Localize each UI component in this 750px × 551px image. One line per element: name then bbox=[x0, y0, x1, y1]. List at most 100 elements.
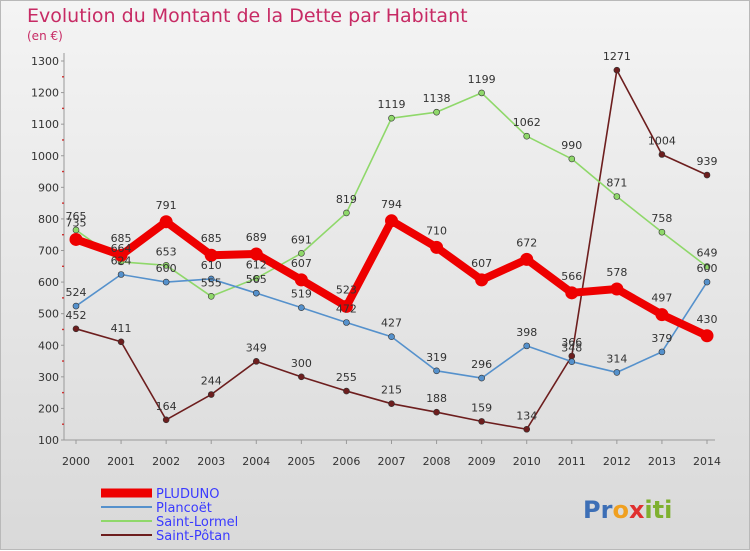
y-tick-label: 200 bbox=[38, 402, 59, 415]
data-point bbox=[343, 209, 350, 217]
legend-label: PLUDUNO bbox=[156, 487, 219, 502]
data-point bbox=[385, 214, 398, 228]
data-label: 379 bbox=[651, 332, 672, 345]
legend-label: Plancoët bbox=[156, 501, 212, 516]
data-labels: 452 411 164 244 349 300 255 215 188 159 134 366 1271… bbox=[66, 50, 718, 422]
x-tick-label: 2014 bbox=[693, 455, 721, 468]
chart-unit-label: (en €) bbox=[27, 29, 63, 43]
data-point bbox=[613, 66, 621, 74]
data-point bbox=[72, 302, 80, 310]
data-point bbox=[703, 278, 711, 286]
data-point bbox=[298, 304, 305, 311]
data-label: 244 bbox=[201, 375, 222, 388]
data-point bbox=[523, 425, 531, 433]
data-point bbox=[613, 193, 621, 200]
data-point bbox=[207, 391, 215, 398]
data-point bbox=[69, 232, 83, 246]
data-label: 664 bbox=[111, 242, 132, 255]
data-label: 366 bbox=[561, 336, 582, 349]
y-tick-label: 400 bbox=[38, 339, 59, 352]
data-label: 497 bbox=[651, 292, 672, 305]
data-point bbox=[339, 299, 353, 313]
y-tick-label: 300 bbox=[38, 371, 59, 384]
data-label: 524 bbox=[66, 286, 87, 299]
data-point bbox=[252, 274, 260, 282]
y-tick-label: 1300 bbox=[31, 55, 59, 68]
series-saint-pôtan bbox=[72, 66, 711, 433]
chart-title: Evolution du Montant de la Dette par Hab… bbox=[27, 5, 468, 27]
data-label: 134 bbox=[516, 409, 537, 422]
data-label: 672 bbox=[516, 236, 537, 249]
y-tick-label: 700 bbox=[38, 245, 59, 258]
data-label: 819 bbox=[336, 193, 357, 206]
axes: 100 200 300 400 500 600 700 800 900 1000 1100 1200 1… bbox=[31, 53, 721, 468]
data-label: 565 bbox=[246, 273, 267, 286]
data-label: 765 bbox=[66, 210, 87, 223]
data-label: 653 bbox=[156, 245, 177, 258]
x-tick-label: 2011 bbox=[558, 455, 586, 468]
series-saint-lormel bbox=[72, 89, 711, 300]
logo-letters: x bbox=[629, 496, 645, 524]
data-point bbox=[568, 155, 576, 163]
data-label: 314 bbox=[606, 352, 627, 365]
data-point bbox=[159, 215, 173, 229]
data-point bbox=[298, 250, 305, 257]
data-label: 1004 bbox=[648, 134, 676, 147]
y-tick-label: 1100 bbox=[31, 118, 59, 131]
data-point bbox=[117, 271, 125, 278]
data-point bbox=[117, 338, 125, 346]
legend-label: Saint-Lormel bbox=[156, 515, 238, 530]
data-point bbox=[703, 171, 711, 179]
data-point bbox=[388, 400, 395, 407]
x-tick-label: 2001 bbox=[107, 455, 135, 468]
data-label: 691 bbox=[291, 233, 312, 246]
data-label: 300 bbox=[291, 357, 312, 370]
data-point bbox=[207, 275, 215, 283]
data-label: 348 bbox=[561, 342, 582, 355]
legend-label: Saint-Pôtan bbox=[156, 529, 231, 544]
data-point bbox=[162, 262, 170, 269]
data-point bbox=[475, 273, 489, 287]
x-tick-label: 2005 bbox=[287, 455, 315, 468]
data-point bbox=[655, 308, 669, 322]
data-label: 610 bbox=[201, 259, 222, 272]
data-label: 735 bbox=[66, 216, 87, 229]
data-point bbox=[658, 348, 666, 356]
x-tick-label: 2007 bbox=[378, 455, 406, 468]
x-tick-label: 2012 bbox=[603, 455, 631, 468]
data-point bbox=[207, 292, 215, 300]
data-label: 398 bbox=[516, 326, 537, 339]
data-point bbox=[114, 248, 128, 262]
data-point bbox=[568, 358, 576, 365]
y-tick-label: 600 bbox=[38, 276, 59, 289]
data-label: 685 bbox=[201, 232, 222, 245]
data-point bbox=[565, 286, 579, 300]
data-label: 430 bbox=[697, 313, 718, 326]
data-point bbox=[658, 151, 666, 158]
data-label: 758 bbox=[651, 212, 672, 225]
data-label: 523 bbox=[336, 283, 357, 296]
y-tick-label: 800 bbox=[38, 213, 59, 226]
y-tick-label: 900 bbox=[38, 181, 59, 194]
data-label: 296 bbox=[471, 358, 492, 371]
data-label: 990 bbox=[561, 139, 582, 152]
data-label: 319 bbox=[426, 351, 447, 364]
x-tick-label: 2013 bbox=[648, 455, 676, 468]
data-point bbox=[294, 273, 308, 287]
data-label: 939 bbox=[697, 155, 718, 168]
series-layer bbox=[69, 66, 714, 433]
data-label: 255 bbox=[336, 371, 357, 384]
data-point bbox=[433, 408, 440, 416]
data-point bbox=[520, 252, 534, 266]
data-label: 349 bbox=[246, 341, 267, 354]
data-point bbox=[72, 325, 80, 333]
y-tick-label: 1200 bbox=[31, 87, 59, 100]
data-label: 188 bbox=[426, 392, 447, 405]
data-label: 624 bbox=[111, 255, 132, 268]
data-label: 600 bbox=[156, 262, 177, 275]
logo-letters: Pr bbox=[583, 496, 613, 524]
data-label: 566 bbox=[561, 270, 582, 283]
data-label: 1271 bbox=[603, 50, 631, 63]
x-tick-label: 2003 bbox=[197, 455, 225, 468]
data-point bbox=[433, 367, 440, 375]
